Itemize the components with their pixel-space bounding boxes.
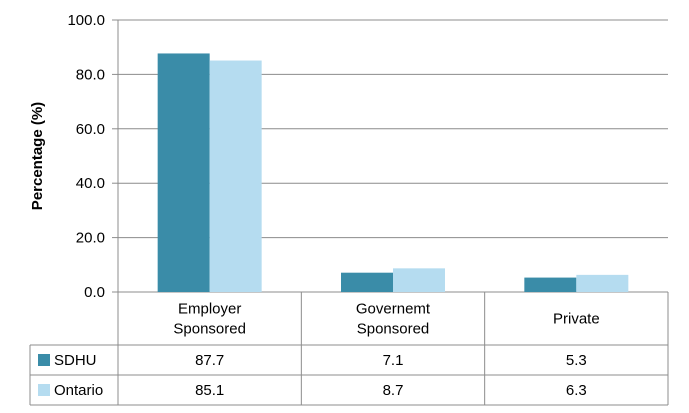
legend-label-ontario: Ontario xyxy=(54,382,103,399)
bars xyxy=(157,53,629,293)
y-tick-label: 40.0 xyxy=(76,175,105,192)
legend-label-sdhu: SDHU xyxy=(54,352,97,369)
bar-ontario-1 xyxy=(393,268,445,292)
y-tick-label: 0.0 xyxy=(84,284,105,301)
y-axis-label: Percentage (%) xyxy=(29,102,46,210)
x-category-label: Governemt xyxy=(356,301,431,318)
data-label-ontario: 8.7 xyxy=(383,382,404,399)
y-tick-label: 20.0 xyxy=(76,230,105,247)
bar-ontario-0 xyxy=(209,60,262,292)
legend-key-ontario xyxy=(38,384,50,396)
x-category-label: Sponsored xyxy=(173,321,246,338)
data-label-sdhu: 5.3 xyxy=(566,352,587,369)
bar-sdhu-2 xyxy=(524,277,577,292)
y-axis-ticks: 0.0 20.0 40.0 60.0 80.0 100.0 xyxy=(67,12,105,301)
y-tick-label: 80.0 xyxy=(76,66,105,83)
y-tick-label: 100.0 xyxy=(67,12,105,29)
data-label-ontario: 6.3 xyxy=(566,382,587,399)
legend-key-sdhu xyxy=(38,354,50,366)
data-label-sdhu: 87.7 xyxy=(195,352,224,369)
y-tick-label: 60.0 xyxy=(76,121,105,138)
data-label-sdhu: 7.1 xyxy=(383,352,404,369)
bar-ontario-2 xyxy=(576,274,629,292)
bar-sdhu-0 xyxy=(157,53,210,293)
x-category-label: Private xyxy=(553,311,600,328)
bar-sdhu-1 xyxy=(341,272,393,292)
data-table: Employer Sponsored Governemt Sponsored Priva… xyxy=(29,292,669,406)
data-label-ontario: 85.1 xyxy=(195,382,224,399)
x-category-label: Sponsored xyxy=(357,321,430,338)
x-category-label: Employer xyxy=(178,301,241,318)
